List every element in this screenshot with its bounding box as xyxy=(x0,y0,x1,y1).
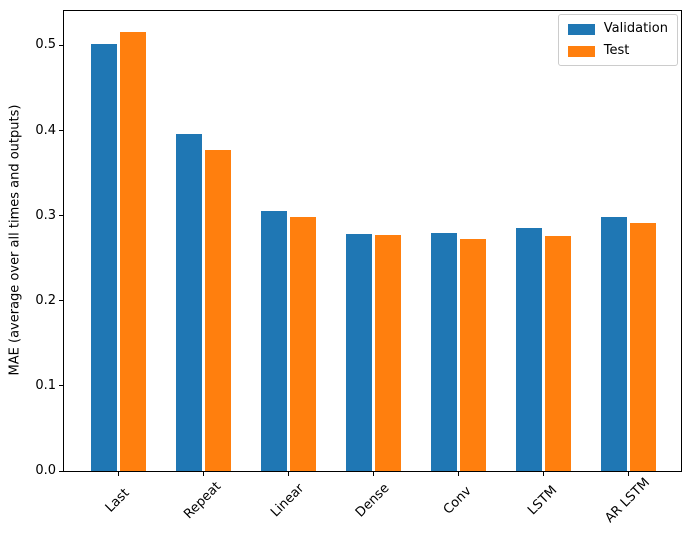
bar-test-linear xyxy=(289,216,316,471)
x-tick-mark xyxy=(542,472,544,476)
bar-test-dense xyxy=(374,235,401,471)
x-tick-label: Repeat xyxy=(181,479,225,523)
bar-validation-last xyxy=(90,43,117,471)
x-tick-label: Linear xyxy=(268,481,308,521)
bar-validation-repeat xyxy=(175,134,202,471)
legend-item-test: Test xyxy=(567,43,668,59)
y-tick-mark xyxy=(59,130,63,132)
y-tick-label: 0.4 xyxy=(35,122,56,138)
legend: Validation Test xyxy=(557,14,678,66)
y-tick-mark xyxy=(59,470,63,472)
y-axis-label: MAE (average over all times and outputs) xyxy=(7,104,23,376)
x-tick-mark xyxy=(372,472,374,476)
bar-validation-lstm xyxy=(515,228,542,471)
legend-label-validation: Validation xyxy=(603,21,668,36)
bar-test-lstm xyxy=(544,236,571,471)
y-tick-mark xyxy=(59,385,63,387)
bar-test-repeat xyxy=(204,150,231,471)
x-tick-mark xyxy=(202,472,204,476)
y-tick-label: 0.1 xyxy=(35,377,56,393)
y-tick-mark xyxy=(59,215,63,217)
legend-label-test: Test xyxy=(603,43,630,58)
x-tick-label: AR LSTM xyxy=(602,475,654,527)
bar-validation-conv xyxy=(430,232,457,471)
legend-item-validation: Validation xyxy=(567,21,668,37)
x-tick-label: LSTM xyxy=(525,483,561,519)
bar-validation-dense xyxy=(345,233,372,471)
x-tick-mark xyxy=(627,472,629,476)
bar-validation-linear xyxy=(260,210,287,471)
x-tick-mark xyxy=(287,472,289,476)
bar-test-conv xyxy=(459,238,486,471)
x-tick-label: Dense xyxy=(352,480,393,521)
x-tick-mark xyxy=(117,472,119,476)
bar-test-last xyxy=(119,31,146,471)
y-tick-mark xyxy=(59,44,63,46)
bar-validation-ar-lstm xyxy=(600,217,627,471)
y-tick-label: 0.2 xyxy=(35,292,56,308)
bar-test-ar-lstm xyxy=(629,222,656,471)
y-tick-mark xyxy=(59,300,63,302)
plot-area: Validation Test xyxy=(63,10,682,472)
legend-swatch-test xyxy=(567,45,595,57)
x-tick-mark xyxy=(457,472,459,476)
x-tick-label: Last xyxy=(102,485,133,516)
y-tick-label: 0.5 xyxy=(35,37,56,53)
legend-swatch-validation xyxy=(567,23,595,35)
y-tick-label: 0.0 xyxy=(35,463,56,478)
y-tick-label: 0.3 xyxy=(35,207,56,223)
x-tick-label: Conv xyxy=(440,483,475,518)
